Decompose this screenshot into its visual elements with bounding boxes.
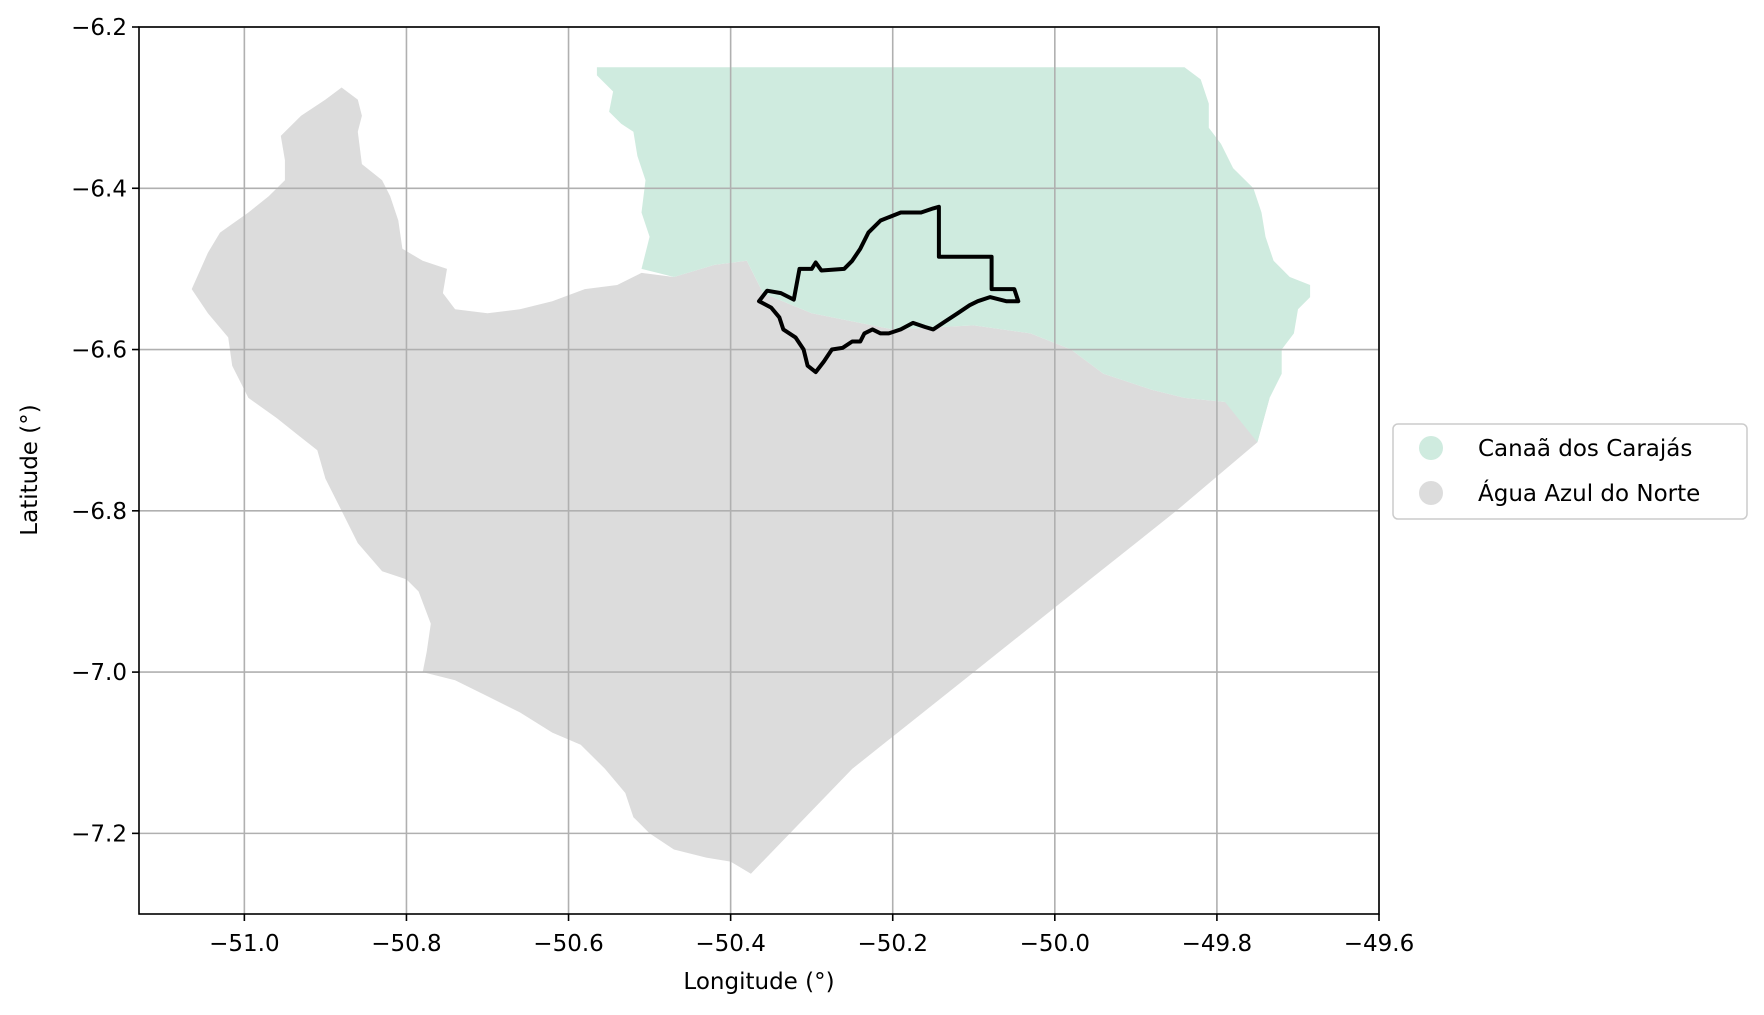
legend: Canaã dos Carajás Água Azul do Norte [1392, 423, 1748, 520]
y-tick-label: −6.4 [71, 176, 127, 202]
y-tick-label: −6.6 [71, 338, 127, 364]
ticks-layer: −51.0 −50.8 −50.6 −50.4 −50.2 −50.0 −49.8 −49.6… [71, 15, 1414, 957]
x-tick-label: −50.8 [371, 931, 441, 957]
legend-label-agua-azul: Água Azul do Norte [1478, 479, 1700, 507]
x-axis-title: Longitude (°) [683, 969, 834, 995]
y-tick-label: −7.0 [71, 660, 127, 686]
legend-label-canaa: Canaã dos Carajás [1478, 436, 1692, 462]
x-tick-label: −49.8 [1182, 931, 1252, 957]
y-tick-label: −7.2 [71, 821, 127, 847]
y-tick-label: −6.2 [71, 15, 127, 41]
highlight-outline [757, 204, 1021, 375]
plot-frame [138, 26, 1380, 915]
x-tick-label: −50.2 [857, 931, 927, 957]
legend-swatch-agua-azul [1419, 481, 1443, 505]
y-tick-label: −6.8 [71, 499, 127, 525]
legend-frame [1392, 423, 1748, 520]
outline-layer [757, 204, 1021, 375]
x-tick-label: −50.0 [1020, 931, 1090, 957]
y-axis-title: Latitude (°) [17, 404, 43, 535]
legend-swatch-canaa [1419, 436, 1443, 460]
x-tick-label: −51.0 [209, 931, 279, 957]
x-tick-label: −49.6 [1344, 931, 1414, 957]
x-tick-label: −50.6 [533, 931, 603, 957]
x-tick-label: −50.4 [695, 931, 765, 957]
